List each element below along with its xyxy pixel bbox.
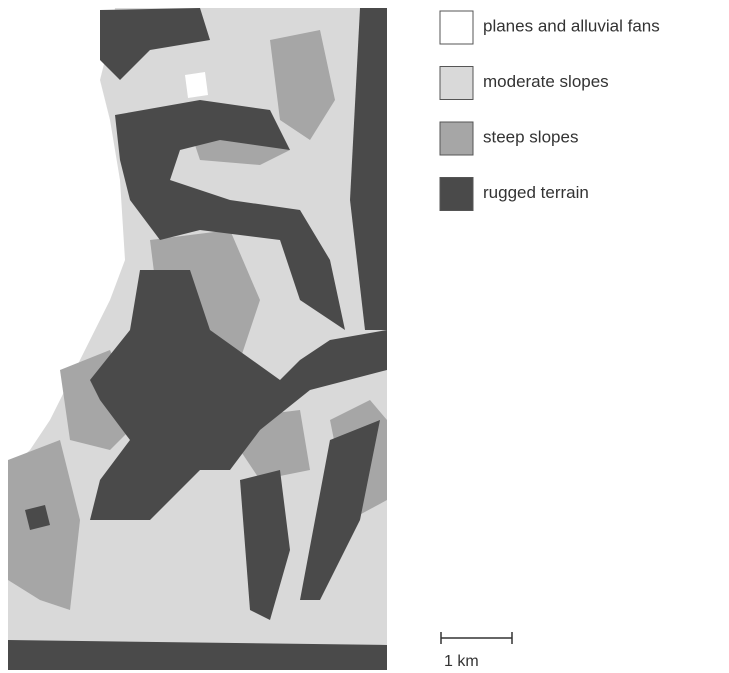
legend-swatch [440,178,473,211]
legend-swatch [440,67,473,100]
legend-label: moderate slopes [483,72,609,91]
legend-swatch [440,122,473,155]
scale-label: 1 km [444,653,479,670]
rugged-area [8,640,387,670]
legend-label: rugged terrain [483,183,589,202]
legend-label: steep slopes [483,127,578,146]
plain-area [185,72,208,98]
page: planes and alluvial fans moderate slopes s… [0,0,729,673]
legend: planes and alluvial fans moderate slopes s… [440,11,660,211]
legend-label: planes and alluvial fans [483,16,660,35]
terrain-map [8,8,387,670]
legend-swatch [440,11,473,44]
scale-bar: 1 km [441,632,512,670]
